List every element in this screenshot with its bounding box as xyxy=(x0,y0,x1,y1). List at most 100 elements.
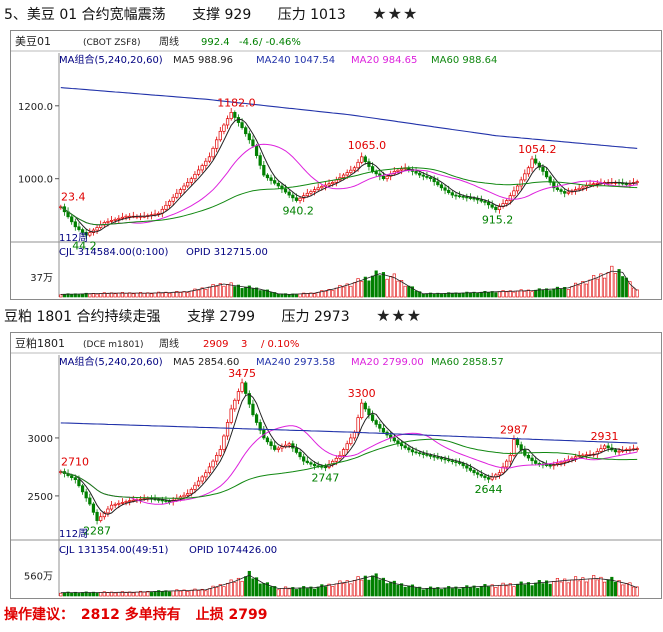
candle-body xyxy=(563,191,567,194)
volume-bar xyxy=(269,586,273,597)
volume-bar xyxy=(164,590,168,597)
volume-bar xyxy=(407,285,411,298)
candle-body xyxy=(602,445,607,450)
volume-bar xyxy=(530,585,534,597)
candle-body xyxy=(345,172,349,176)
candle-body xyxy=(113,218,117,221)
candle-body xyxy=(182,494,186,498)
volume-bar xyxy=(396,584,400,597)
volume-bar xyxy=(392,273,396,298)
candle-body xyxy=(512,439,516,456)
candle-body xyxy=(367,161,371,167)
volume-bar xyxy=(581,577,585,597)
candle-body xyxy=(171,196,175,202)
candle-body xyxy=(428,177,433,180)
candle-body xyxy=(515,439,520,446)
volume-bar xyxy=(207,286,212,298)
volume-bar xyxy=(425,588,429,597)
volume-bar xyxy=(283,586,288,597)
candle-body xyxy=(215,139,219,149)
high-price-label: 3475 xyxy=(228,367,256,380)
ma60-legend: MA60 988.64 xyxy=(431,55,497,66)
candle-body xyxy=(240,382,244,392)
volume-bar xyxy=(523,290,527,298)
volume-bar xyxy=(323,290,328,298)
volume-bar xyxy=(577,284,581,298)
volume-bar xyxy=(120,591,125,597)
candle-body xyxy=(341,174,346,178)
ma240-legend: MA240 1047.54 xyxy=(256,55,335,66)
volume-bar xyxy=(302,586,306,597)
volume-bar xyxy=(410,584,415,597)
volume-bar xyxy=(247,570,251,597)
candle-body xyxy=(186,181,190,187)
candle-body xyxy=(363,402,367,410)
candle-body xyxy=(497,206,502,211)
chart2-heading-pressure: 压力 2973 xyxy=(281,309,350,325)
high-price-label: 2987 xyxy=(500,423,528,436)
candle-body xyxy=(106,508,110,514)
candle-body xyxy=(436,456,440,459)
volume-bar xyxy=(312,293,317,298)
volume-bar xyxy=(84,591,88,597)
ma60-line xyxy=(60,438,638,499)
volume-bar xyxy=(559,288,563,298)
volume-bar xyxy=(312,588,317,597)
volume-bar xyxy=(519,289,523,298)
chart1-svg: 美豆01 (CBOT ZSF8) 周线 992.4 -4.6/ -0.46% MA组合(5… xyxy=(11,31,661,298)
volume-bar xyxy=(483,290,487,298)
volume-bar xyxy=(117,292,121,298)
volume-bar xyxy=(461,587,465,597)
volume-bar xyxy=(157,590,161,597)
candle-body xyxy=(316,187,320,190)
volume-bar xyxy=(316,291,320,298)
volume-bar xyxy=(124,293,128,298)
volume-bar xyxy=(613,273,618,298)
volume-bar xyxy=(218,584,222,597)
candle-body xyxy=(84,491,88,499)
volume-bar xyxy=(378,579,382,597)
candle-body xyxy=(432,455,436,458)
candle-body xyxy=(291,194,295,199)
candle-body xyxy=(479,473,483,477)
candle-body xyxy=(215,454,219,462)
volume-bar xyxy=(476,587,480,597)
y-tick-label: 3000 xyxy=(28,434,53,445)
volume-bar xyxy=(526,289,531,298)
candle-body xyxy=(200,165,204,171)
period-label: 周线 xyxy=(159,35,179,48)
candle-body xyxy=(120,216,125,219)
candle-body xyxy=(309,462,313,465)
candle-body xyxy=(283,188,288,193)
chart2-svg: 豆粕1801 (DCE m1801) 周线 2909 3 / 0.10% MA组合(5,24… xyxy=(11,333,661,597)
volume-bar xyxy=(439,293,444,298)
volume-bar xyxy=(447,292,451,298)
candle-body xyxy=(548,176,552,183)
candle-body xyxy=(573,456,578,459)
volume-bar xyxy=(374,573,378,597)
volume-bar xyxy=(490,584,494,597)
candle-body xyxy=(577,187,581,190)
volume-bar xyxy=(537,580,541,597)
volume-bar xyxy=(66,293,70,298)
candle-body xyxy=(91,503,96,513)
volume-bar xyxy=(581,281,585,298)
volume-bar xyxy=(276,589,280,597)
candle-body xyxy=(273,180,277,184)
candle-body xyxy=(251,403,255,416)
volume-bar xyxy=(602,277,607,298)
chart1-heading-pressure: 压力 1013 xyxy=(277,7,346,23)
volume-bar xyxy=(432,293,436,298)
volume-bar xyxy=(102,292,106,298)
ma240-line xyxy=(60,422,638,444)
volume-bar xyxy=(251,578,255,597)
volume-bar xyxy=(200,287,204,298)
candle-body xyxy=(360,156,364,163)
candle-body xyxy=(341,449,346,456)
candle-body xyxy=(465,196,469,199)
volume-bar xyxy=(349,583,353,597)
volume-bar xyxy=(352,580,357,597)
candle-body xyxy=(294,447,299,453)
candle-body xyxy=(109,504,114,510)
volume-bar xyxy=(617,269,621,298)
